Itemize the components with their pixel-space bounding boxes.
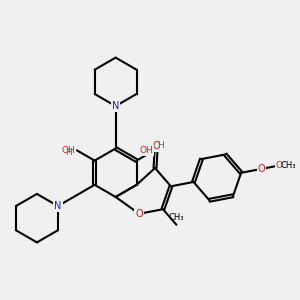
Text: N: N [112, 101, 119, 111]
Text: H: H [157, 141, 164, 150]
Text: H: H [65, 148, 72, 157]
Text: CH₃: CH₃ [280, 161, 296, 170]
Text: OH: OH [140, 146, 153, 155]
Text: N: N [54, 201, 61, 211]
Text: CH₃: CH₃ [169, 213, 184, 222]
Text: O: O [257, 164, 265, 174]
Text: O: O [276, 161, 283, 170]
Text: N: N [54, 201, 61, 211]
Text: O: O [135, 209, 143, 219]
Text: OH: OH [61, 146, 75, 155]
Text: O: O [152, 141, 160, 151]
Text: N: N [112, 101, 119, 111]
